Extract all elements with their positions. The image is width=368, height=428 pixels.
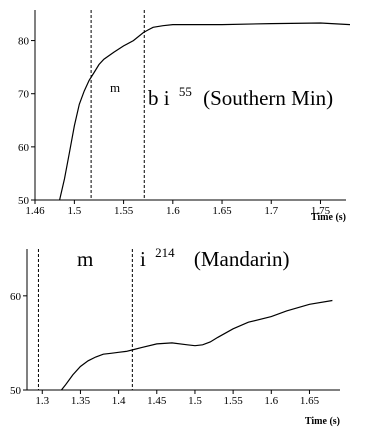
- bot-x-tick-label: 1.65: [300, 395, 320, 407]
- top-x-axis-label: Time (s): [311, 212, 346, 223]
- top-annotation-lang: (Southern Min): [203, 86, 333, 110]
- bot-y-tick-label: 60: [10, 291, 22, 303]
- top-annotation: m b i 55 (Southern Min): [110, 73, 333, 110]
- bot-x-tick-label: 1.55: [223, 395, 243, 407]
- top-x-tick-label: 1.6: [166, 205, 180, 217]
- bottom-annotation: m i 214 (Mandarin): [77, 238, 289, 271]
- top-x-tick-label: 1.7: [264, 205, 278, 217]
- bottom-annotation-m: m: [77, 247, 93, 271]
- top-y-tick-label: 70: [18, 89, 30, 101]
- top-x-tick-label: 1.75: [311, 205, 331, 217]
- bot-x-tick-label: 1.4: [112, 395, 126, 407]
- bottom-series-line: [60, 299, 333, 391]
- bot-x-tick-label: 1.45: [147, 395, 167, 407]
- top-x-tick-label: 1.46: [25, 205, 45, 217]
- bottom-x-axis-label: Time (s): [305, 416, 340, 427]
- top-annotation-main: b i: [148, 86, 170, 110]
- top-x-tick-label: 1.65: [212, 205, 232, 217]
- top-chart: 1.46 1.5 1.55 1.6 1.65 1.7 1.75 50 60 70 80 Time (…: [18, 10, 351, 223]
- top-y-tick-label: 60: [18, 142, 30, 154]
- bottom-annotation-lang: (Mandarin): [194, 247, 290, 271]
- bottom-annotation-main: i: [140, 247, 146, 271]
- bot-x-tick-label: 1.5: [188, 395, 202, 407]
- top-series-line: [59, 22, 351, 201]
- bot-x-tick-label: 1.3: [35, 395, 49, 407]
- top-x-tick-label: 1.55: [114, 205, 134, 217]
- bot-y-tick-label: 50: [10, 385, 22, 397]
- bottom-annotation-sup: 214: [155, 245, 175, 260]
- top-annotation-m: m: [110, 80, 120, 95]
- bottom-chart: 1.3 1.35 1.4 1.45 1.5 1.55 1.6 1.65 50 60 Time (s…: [10, 238, 340, 427]
- bot-x-tick-label: 1.35: [71, 395, 91, 407]
- top-y-tick-label: 80: [18, 36, 30, 48]
- top-annotation-sup: 55: [179, 84, 192, 99]
- top-x-tick-label: 1.5: [68, 205, 82, 217]
- top-y-tick-label: 50: [18, 195, 30, 207]
- bot-x-tick-label: 1.6: [264, 395, 278, 407]
